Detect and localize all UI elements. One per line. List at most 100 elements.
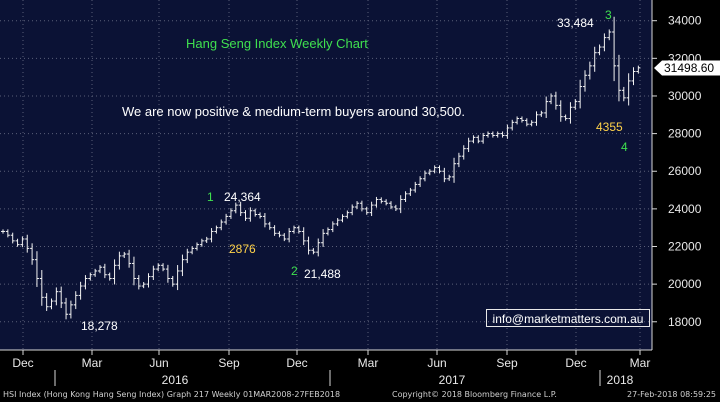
ohlc-bar [267,221,272,230]
ohlc-bar [500,131,505,138]
ohlc-bar [374,196,379,208]
ohlc-bar [515,116,520,125]
ohlc-bar [219,219,224,231]
ohlc-bar [185,248,190,264]
chart-note: We are now positive & medium-term buyers… [122,104,465,119]
email-box: info@marketmatters.com.au [486,309,650,327]
ohlc-bar [549,93,554,105]
chart-title: Hang Seng Index Weekly Chart [186,36,368,51]
ohlc-bar [292,225,296,234]
ohlc-bar [330,221,335,233]
ohlc-bar [321,229,326,247]
ohlc-bar [486,131,490,138]
x-year-label: 2016 [162,373,189,387]
ohlc-bar [165,264,170,283]
ohlc-bar [592,46,597,72]
ohlc-bar [393,204,398,211]
ohlc-bar [262,213,267,228]
ohlc-bar [389,201,393,210]
ohlc-bar [587,61,592,80]
ohlc-bar [306,236,311,255]
ohlc-bar [233,202,238,214]
ohlc-bar [146,273,151,288]
ohlc-bar [107,272,112,281]
wave-3-label: 3 [605,8,612,22]
footer-security-info: HSI Index (Hong Kong Hang Seng Index) Gr… [3,390,341,399]
last-price-marker [654,60,720,76]
ohlc-bar [481,132,486,144]
ohlc-bar [408,187,413,196]
ohlc-bar [631,67,636,86]
ohlc-bar [5,229,10,238]
ohlc-bar [238,201,243,217]
ohlc-bar [88,272,93,281]
ohlc-bar [277,231,282,238]
ohlc-bar [539,110,544,117]
ohlc-bar [127,249,132,268]
ohlc-bar [466,137,471,153]
high-3-label: 33,484 [557,16,594,30]
ohlc-bar [39,270,44,306]
ohlc-bar [136,275,141,290]
ohlc-bar [1,229,5,234]
ohlc-bar [170,275,175,287]
ohlc-bar [59,286,64,309]
ohlc-bar [44,293,49,311]
ohlc-bar [10,232,15,244]
ohlc-bar [432,165,437,174]
ohlc-bar [102,263,107,279]
y-tick-label: 22000 [668,240,702,254]
ohlc-bar [98,265,102,274]
x-tick-label: Sep [496,356,518,370]
ohlc-bar [15,238,20,247]
ohlc-bar [442,167,447,183]
ohlc-bar [214,225,219,234]
ohlc-bar [495,131,500,138]
low-1-label: 18,278 [81,319,118,333]
ohlc-bar [510,119,515,131]
ohlc-bar [34,251,39,287]
last-price-label: 31498.60 [664,61,714,75]
ohlc-bar [83,275,88,290]
ohlc-bar [180,254,185,277]
ohlc-bar [418,176,423,187]
ohlc-bar [316,238,321,257]
ohlc-bar [64,297,69,320]
ohlc-bar [461,145,466,160]
email-text: info@marketmatters.com.au [492,312,644,326]
ohlc-bar [151,265,156,280]
footer: HSI Index (Hong Kong Hang Seng Index) Gr… [0,388,720,402]
ohlc-bar [456,152,461,168]
x-tick-label: Jun [427,356,446,370]
ohlc-bar [340,214,345,223]
wave-1-label: 1 [207,190,214,204]
footer-copyright: Copyright© 2018 Bloomberg Finance L.P. [392,390,557,399]
y-tick-label: 26000 [668,164,702,178]
x-tick-label: Jun [149,356,168,370]
ohlc-bar [301,227,306,246]
ohlc-bar [398,195,403,214]
ohlc-bar [597,44,602,56]
ohlc-bar [384,199,389,206]
plot-area [0,0,652,350]
ohlc-bar [73,291,78,310]
ohlc-bar [161,263,166,272]
y-tick-label: 34000 [668,14,702,28]
x-tick-label: Sep [218,356,240,370]
ohlc-bar [93,268,98,277]
y-tick-label: 30000 [668,89,702,103]
ohlc-bar [350,204,355,216]
ohlc-bar [452,157,457,183]
ohlc-bar [209,228,214,243]
ohlc-bar [311,248,316,255]
ohlc-bar [78,281,83,300]
ohlc-bar [131,256,136,286]
ohlc-bar [447,174,452,181]
ohlc-bar [224,213,229,225]
y-tick-label: 28000 [668,127,702,141]
ohlc-bar [335,218,340,227]
ohlc-bar [54,287,59,306]
ohlc-bar [199,238,204,247]
ohlc-bar [175,265,180,291]
